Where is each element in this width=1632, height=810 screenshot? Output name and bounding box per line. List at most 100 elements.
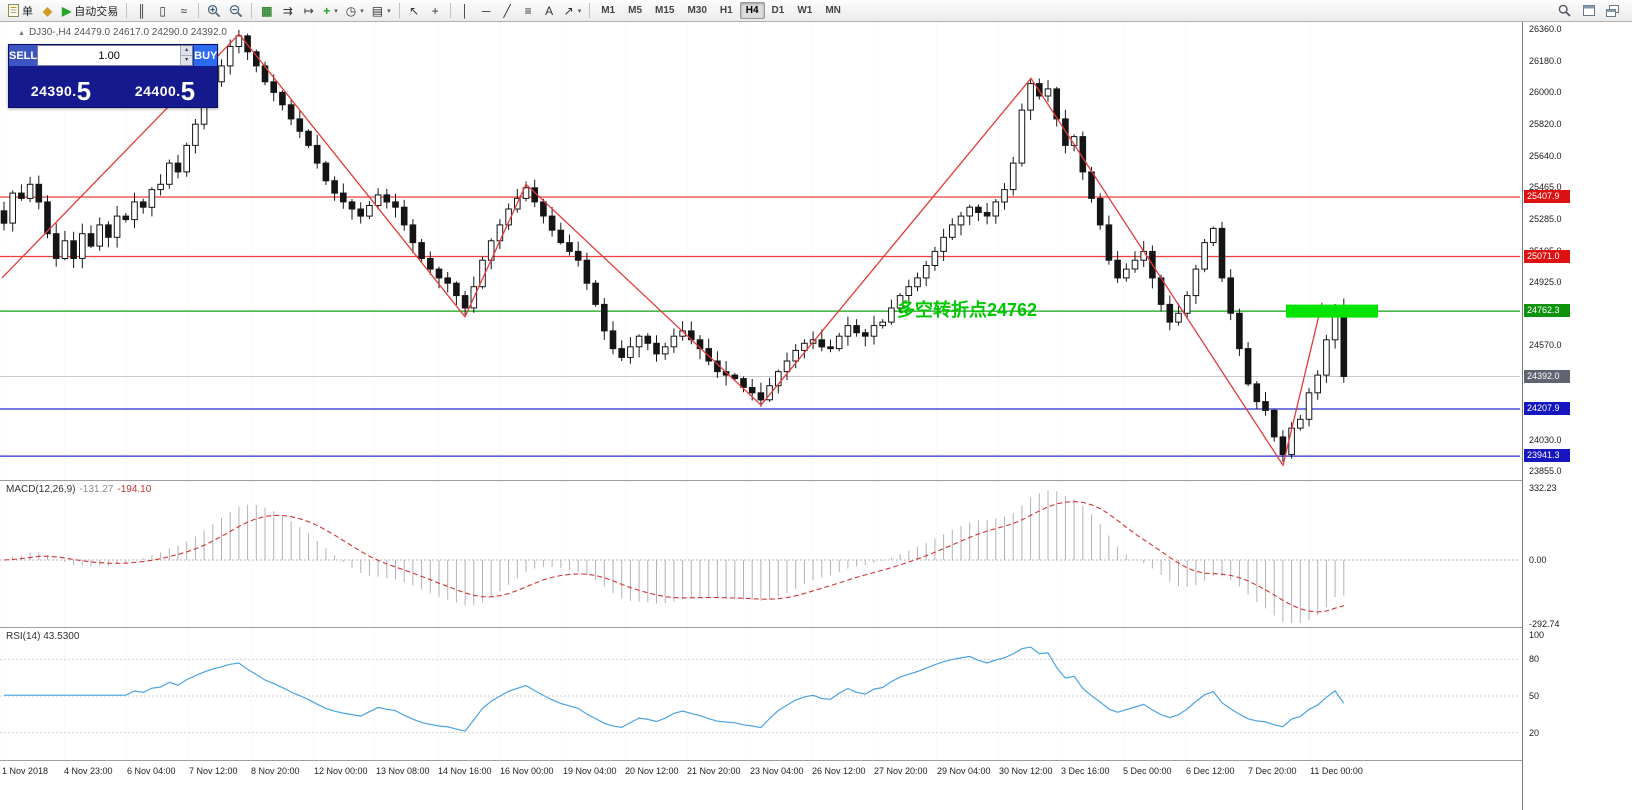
cursor-button[interactable]: ↖: [404, 1, 425, 20]
zoom-out-button[interactable]: [225, 1, 247, 20]
periods-button[interactable]: ◷ ▾: [342, 1, 368, 20]
chevron-down-icon: ▾: [577, 7, 582, 15]
new-window-button[interactable]: [1578, 1, 1599, 20]
rsi-line: [4, 646, 1345, 732]
macd-indicator-panel[interactable]: [0, 481, 1522, 627]
search-icon: [1558, 4, 1571, 17]
main-price-chart[interactable]: [0, 22, 1522, 480]
toolbar-separator: [198, 3, 200, 18]
price-tick: 25465.0: [1529, 182, 1562, 192]
time-label: 23 Nov 04:00: [750, 766, 804, 776]
vertical-line-icon: │: [461, 3, 469, 18]
price-axis[interactable]: 26360.0 26180.0 26000.0 25820.0 25640.0 25465…: [1522, 22, 1632, 810]
horizontal-level-lines[interactable]: [0, 196, 1520, 457]
timeframe-m5-button[interactable]: M5: [628, 5, 643, 16]
price-tick: 25285.0: [1529, 214, 1562, 224]
time-label: 8 Nov 20:00: [251, 766, 300, 776]
timeframe-m15-button[interactable]: M15: [655, 5, 675, 16]
chart-annotation[interactable]: 多空转折点24762: [897, 300, 1038, 320]
highlight-rectangle[interactable]: [1286, 304, 1378, 318]
time-label: 21 Nov 20:00: [687, 766, 741, 776]
chart-bars-icon: ║: [137, 3, 146, 18]
panel-separator[interactable]: [0, 480, 1632, 481]
text-icon: A: [545, 3, 554, 18]
buy-button[interactable]: BUY: [193, 45, 218, 66]
sell-button[interactable]: SELL: [9, 45, 38, 66]
timeframe-mn-button[interactable]: MN: [825, 5, 841, 16]
time-label: 16 Nov 00:00: [500, 766, 554, 776]
new-order-icon: [8, 4, 19, 17]
level-price-badge: 25407.9: [1524, 190, 1570, 203]
timeframe-m30-button[interactable]: M30: [687, 5, 707, 16]
chart-candles-icon: ▯: [159, 3, 167, 18]
timeframe-w1-button[interactable]: W1: [797, 5, 813, 16]
crosshair-icon: +: [431, 3, 439, 18]
trendline-icon: ╱: [503, 3, 511, 18]
grid-lines: [1, 628, 1311, 760]
time-label: 7 Nov 12:00: [189, 766, 238, 776]
fibonacci-button[interactable]: ≡: [518, 1, 539, 20]
windows-list-icon: [1606, 4, 1619, 17]
one-click-trading-panel: SELL ▴ ▾ BUY 24390.5 24400.5: [8, 44, 218, 108]
toolbar-separator: [398, 3, 400, 18]
chart-line-button[interactable]: ≈: [173, 1, 194, 20]
zoom-in-button[interactable]: [203, 1, 225, 20]
rsi-indicator-panel[interactable]: [0, 628, 1522, 760]
volume-input[interactable]: [38, 46, 181, 65]
vertical-line-button[interactable]: │: [455, 1, 476, 20]
new-order-button[interactable]: 单: [4, 1, 37, 20]
panel-separator: [0, 760, 1632, 761]
horizontal-line-button[interactable]: ─: [476, 1, 497, 20]
templates-button[interactable]: ▤ ▾: [368, 1, 395, 20]
timeframe-h4-button[interactable]: H4: [739, 2, 765, 19]
time-axis[interactable]: 1 Nov 2018 4 Nov 23:00 6 Nov 04:00 7 Nov 12…: [0, 762, 1522, 780]
auto-trading-button[interactable]: ▶ 自动交易: [58, 1, 122, 20]
grid-lines: [1, 481, 1311, 627]
rsi-value: 43.5300: [43, 631, 80, 642]
buy-price-main: 24400.: [134, 83, 181, 99]
macd-label: MACD(12,26,9) -131.27 -194.10: [6, 484, 151, 495]
volume-down-button[interactable]: ▾: [181, 56, 193, 65]
chart-candles-button[interactable]: ▯: [152, 1, 173, 20]
macd-name: MACD(12,26,9): [6, 484, 76, 495]
search-button[interactable]: [1554, 1, 1575, 20]
windows-list-button[interactable]: [1602, 1, 1623, 20]
price-tick: 23855.0: [1529, 466, 1562, 476]
cursor-icon: ↖: [409, 3, 420, 18]
new-order-label: 单: [22, 5, 33, 18]
timeframe-d1-button[interactable]: D1: [771, 5, 785, 16]
trendline-button[interactable]: ╱: [497, 1, 518, 20]
volume-control: ▴ ▾: [37, 45, 194, 66]
arrows-button[interactable]: ↗ ▾: [560, 1, 586, 20]
sell-price[interactable]: 24390. 5: [9, 66, 113, 107]
toolbar-separator: [126, 3, 128, 18]
tile-windows-icon: ▦: [261, 3, 273, 18]
timeframe-m1-button[interactable]: M1: [601, 5, 616, 16]
time-label: 7 Dec 20:00: [1248, 766, 1297, 776]
macd-axis-label: -292.74: [1529, 619, 1560, 629]
rsi-axis-label: 100: [1529, 630, 1545, 640]
panel-separator[interactable]: [0, 627, 1632, 628]
time-label: 30 Nov 12:00: [999, 766, 1053, 776]
time-label: 27 Nov 20:00: [874, 766, 928, 776]
zigzag-trend-line[interactable]: [1, 33, 1323, 467]
quotes-button[interactable]: ◆: [37, 1, 58, 20]
symbol-triangle-icon: ▲: [18, 30, 25, 37]
macd-main-value: -131.27: [79, 484, 114, 495]
chart-window: ▲ DJ30-,H4 24479.0 24617.0 24290.0 24392.…: [0, 22, 1632, 810]
buy-price[interactable]: 24400. 5: [113, 66, 217, 107]
indicators-button[interactable]: + ▾: [319, 1, 342, 20]
zoom-in-icon: [207, 4, 221, 18]
timeframe-h1-button[interactable]: H1: [719, 5, 733, 16]
time-label: 29 Nov 04:00: [937, 766, 991, 776]
chart-shift-button[interactable]: ↦: [298, 1, 319, 20]
text-button[interactable]: A: [539, 1, 560, 20]
price-tick: 26360.0: [1529, 24, 1562, 34]
volume-spinner: ▴ ▾: [180, 46, 193, 65]
volume-up-button[interactable]: ▴: [181, 46, 193, 56]
time-label: 14 Nov 16:00: [438, 766, 492, 776]
tile-windows-button[interactable]: ▦: [256, 1, 277, 20]
chart-bars-button[interactable]: ║: [131, 1, 152, 20]
auto-scroll-button[interactable]: ⇉: [277, 1, 298, 20]
crosshair-button[interactable]: +: [425, 1, 446, 20]
